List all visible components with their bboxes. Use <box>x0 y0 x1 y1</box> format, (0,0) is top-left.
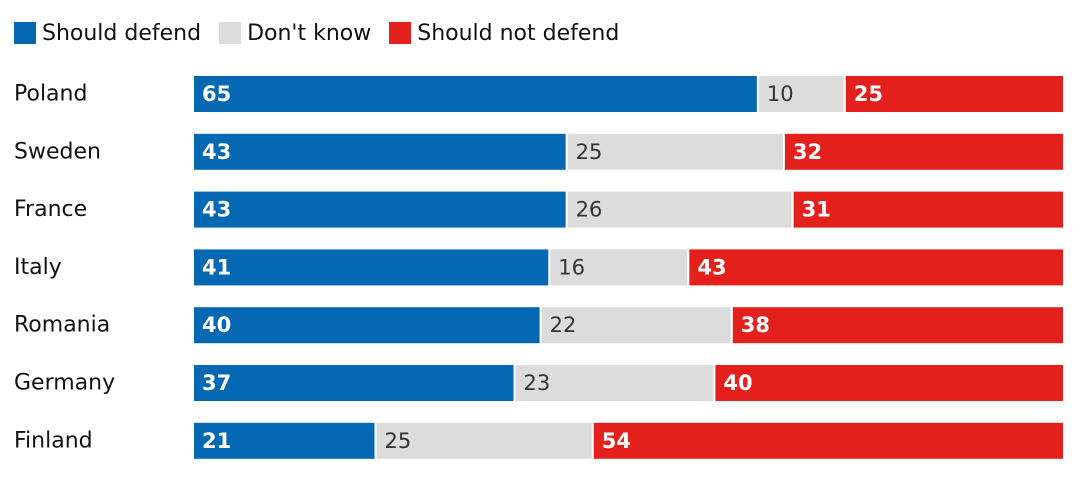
bar-should-defend-france <box>194 191 566 228</box>
bar-should-not-defend-france <box>793 191 1063 228</box>
bar-should-defend-romania <box>194 307 540 344</box>
bar-should-defend-poland <box>194 76 757 112</box>
bar-should-not-defend-poland <box>845 76 1063 112</box>
bar-row-poland: Poland 65 10 25 <box>14 76 1063 112</box>
category-label-finland: Finland <box>14 428 93 453</box>
data-label-should-defend-france: 43 <box>202 198 231 222</box>
data-label-should-defend-finland: 21 <box>202 429 231 453</box>
data-label-should-not-defend-romania: 38 <box>741 313 770 337</box>
bar-row-france: France 43 26 31 <box>14 191 1063 228</box>
data-label-should-defend-sweden: 43 <box>202 140 231 164</box>
bar-don-t-know-germany <box>515 365 714 401</box>
bar-don-t-know-romania <box>541 307 731 344</box>
data-label-don-t-know-romania: 22 <box>550 313 577 337</box>
bar-don-t-know-finland <box>376 422 592 459</box>
legend-label-should-not-defend: Should not defend <box>417 20 620 46</box>
bar-don-t-know-sweden <box>567 133 783 170</box>
data-label-should-defend-romania: 40 <box>202 313 231 337</box>
data-label-should-not-defend-sweden: 32 <box>793 140 822 164</box>
data-label-don-t-know-france: 26 <box>576 198 603 222</box>
bar-should-defend-finland <box>194 422 375 459</box>
bar-should-not-defend-italy <box>689 249 1063 286</box>
data-label-should-not-defend-italy: 43 <box>697 255 726 279</box>
data-label-should-not-defend-finland: 54 <box>602 429 631 453</box>
legend: Should defend Don't know Should not defe… <box>14 18 637 48</box>
data-label-should-not-defend-poland: 25 <box>854 82 883 106</box>
data-label-don-t-know-poland: 10 <box>767 82 794 106</box>
bar-should-defend-sweden <box>194 133 566 170</box>
category-label-romania: Romania <box>14 313 110 338</box>
legend-swatch-should-defend <box>14 22 36 44</box>
category-label-italy: Italy <box>14 255 62 280</box>
data-label-don-t-know-finland: 25 <box>384 429 411 453</box>
legend-item-should-not-defend: Should not defend <box>389 21 619 46</box>
data-label-don-t-know-germany: 23 <box>524 371 551 395</box>
legend-label-dont-know: Don't know <box>247 20 372 46</box>
legend-item-should-defend: Should defend <box>14 21 201 46</box>
data-label-should-defend-poland: 65 <box>202 82 231 106</box>
bar-row-finland: Finland 21 25 54 <box>14 422 1063 459</box>
bar-should-not-defend-romania <box>732 307 1063 344</box>
category-label-germany: Germany <box>14 371 115 396</box>
bar-should-not-defend-finland <box>593 422 1063 459</box>
data-label-don-t-know-italy: 16 <box>558 255 585 279</box>
category-label-poland: Poland <box>14 82 87 107</box>
legend-item-dont-know: Don't know <box>219 21 371 46</box>
data-label-should-defend-italy: 41 <box>202 255 231 279</box>
legend-swatch-should-not-defend <box>389 22 412 44</box>
bar-row-germany: Germany 37 23 40 <box>14 365 1063 401</box>
category-label-sweden: Sweden <box>14 139 101 164</box>
bar-don-t-know-italy <box>550 249 688 286</box>
bar-row-italy: Italy 41 16 43 <box>14 249 1063 286</box>
bar-should-defend-italy <box>194 249 549 286</box>
data-label-don-t-know-sweden: 25 <box>576 140 603 164</box>
bar-don-t-know-poland <box>758 76 844 112</box>
bar-row-sweden: Sweden 43 25 32 <box>14 133 1063 170</box>
data-label-should-not-defend-france: 31 <box>802 198 831 222</box>
bar-should-not-defend-sweden <box>784 133 1063 170</box>
legend-swatch-dont-know <box>219 22 242 44</box>
data-label-should-not-defend-germany: 40 <box>723 371 752 395</box>
data-label-should-defend-germany: 37 <box>202 371 231 395</box>
bar-should-not-defend-germany <box>715 365 1063 401</box>
bar-should-defend-germany <box>194 365 514 401</box>
category-label-france: France <box>14 197 87 222</box>
bar-row-romania: Romania 40 22 38 <box>14 307 1063 344</box>
legend-label-should-defend: Should defend <box>42 20 202 46</box>
bar-don-t-know-france <box>567 191 792 228</box>
